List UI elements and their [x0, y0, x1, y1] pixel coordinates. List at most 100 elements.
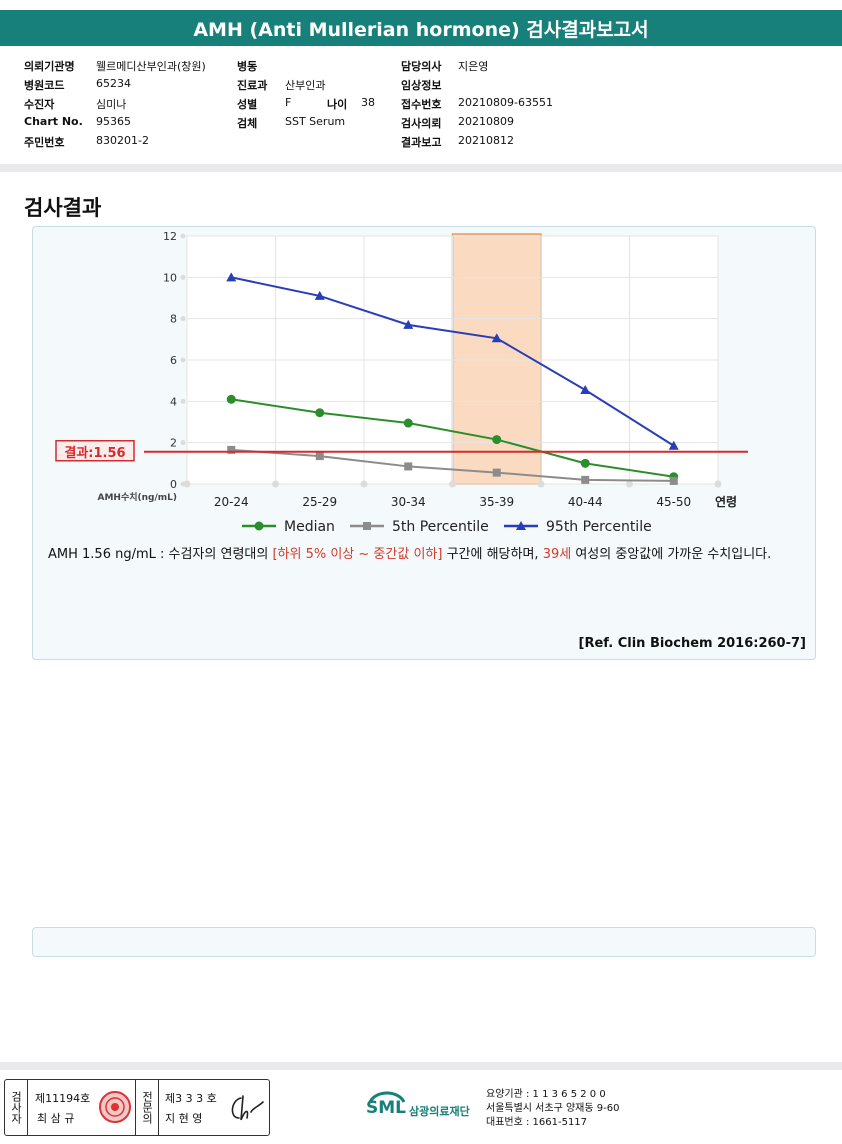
sex-label: 성별	[237, 98, 258, 111]
signature-icon	[231, 1095, 264, 1121]
y-axis-label: AMH수치(ng/mL)	[98, 491, 178, 503]
specimen-label: 검체	[237, 117, 258, 130]
x-tick-dot	[449, 480, 456, 488]
y-tick-dot	[180, 398, 186, 404]
series-point-1	[669, 476, 678, 485]
x-tick-label: 30-34	[391, 495, 426, 509]
highlight-band	[451, 233, 542, 485]
result-label-box	[55, 440, 135, 462]
empty-card	[32, 927, 816, 957]
y-tick-dot	[180, 440, 186, 446]
interpretation-part1: AMH 1.56 ng/mL : 수검자의 연령대의	[48, 547, 273, 562]
dept-label: 진료과	[237, 79, 268, 92]
seal-stamp-icon	[99, 1091, 131, 1123]
y-tick-label: 8	[170, 313, 177, 326]
report-title: AMH (Anti Mullerian hormone) 검사결과보고서	[0, 10, 842, 46]
hospital-code-label: 병원코드	[24, 79, 65, 92]
x-tick-label: 40-44	[568, 495, 603, 509]
legend-marker-2	[516, 521, 526, 530]
x-tick-dot	[183, 480, 191, 488]
doctor-label: 담당의사	[401, 60, 442, 73]
reference-citation: [Ref. Clin Biochem 2016:260-7]	[578, 636, 806, 651]
clinical-label: 임상정보	[401, 79, 442, 92]
dept-value: 산부인과	[285, 79, 326, 92]
interpretation-part2: 구간에 해당하며,	[442, 547, 543, 562]
section-title: 검사결과	[24, 196, 102, 220]
request-value: 20210809	[458, 115, 514, 128]
x-tick-dot	[714, 480, 722, 488]
age-value: 38	[361, 96, 375, 109]
series-point-2	[403, 319, 414, 329]
x-axis-suffix: 연령	[715, 494, 737, 509]
x-tick-dot	[360, 480, 368, 488]
x-tick-dot	[272, 480, 279, 488]
footer-divider	[0, 1062, 842, 1070]
y-tick-dot	[180, 357, 186, 363]
y-tick-label: 4	[170, 395, 177, 408]
reviewer-no: 제3 3 3 호	[165, 1092, 217, 1105]
examiner-label-text: 검사자	[9, 1091, 23, 1124]
ward-label: 병동	[237, 60, 258, 73]
y-tick-dot	[180, 274, 186, 280]
sex-value: F	[285, 96, 292, 109]
legend-label-2: 95th Percentile	[546, 519, 652, 535]
sml-logo-text: SML	[366, 1098, 406, 1118]
legend-marker-0	[254, 521, 264, 531]
series-point-0	[580, 458, 590, 468]
series-line-2	[231, 276, 675, 447]
y-tick-label: 2	[170, 437, 177, 450]
interpretation-age: 39세	[542, 547, 572, 562]
patient-label: 수진자	[24, 98, 55, 111]
interpretation-text: AMH 1.56 ng/mL : 수검자의 연령대의 [하위 5% 이상 ~ 중…	[48, 545, 808, 565]
age-label: 나이	[327, 98, 348, 111]
series-point-0	[226, 394, 236, 404]
reviewer-label: 전문의	[135, 1080, 159, 1135]
request-label: 검사의뢰	[401, 117, 442, 130]
receipt-label: 접수번호	[401, 98, 442, 111]
x-tick-label: 20-24	[214, 495, 249, 509]
interpretation-range: [하위 5% 이상 ~ 중간값 이하]	[272, 547, 443, 562]
series-point-1	[581, 475, 590, 484]
examiner-no: 제11194호	[35, 1092, 91, 1105]
org-phone: 대표번호 : 1661-5117	[486, 1117, 588, 1128]
series-point-2	[491, 333, 502, 343]
series-point-1	[492, 468, 501, 477]
sml-logo-icon	[368, 1091, 406, 1103]
org-name: 삼광의료재단	[409, 1105, 470, 1118]
series-point-1	[404, 462, 413, 471]
org-code: 요양기관 : 1 1 3 6 5 2 0 0	[486, 1089, 606, 1100]
org-info: 요양기관 : 1 1 3 6 5 2 0 0 서울특별시 서초구 양재동 9-6…	[486, 1088, 619, 1130]
examiner-label: 검사자	[5, 1080, 28, 1135]
institution-label: 의뢰기관명	[24, 60, 75, 73]
series-point-1	[227, 445, 236, 454]
specimen-value: SST Serum	[285, 115, 346, 128]
org-address: 서울특별시 서초구 양재동 9-60	[486, 1103, 620, 1114]
x-tick-label: 45-50	[656, 495, 691, 509]
series-point-2	[226, 272, 237, 282]
series-point-2	[314, 290, 325, 300]
chart-no-label: Chart No.	[24, 115, 83, 128]
x-tick-label: 35-39	[479, 495, 514, 509]
reviewer-name: 지 현 영	[165, 1112, 203, 1125]
legend-marker-1	[363, 522, 371, 530]
x-tick-dot	[537, 480, 545, 488]
hospital-code-value: 65234	[96, 77, 131, 90]
y-tick-dot	[180, 233, 186, 239]
reviewer-label-text: 전문의	[140, 1091, 154, 1124]
examiner-name: 최 삼 규	[37, 1112, 75, 1125]
x-tick-dot	[626, 480, 633, 488]
series-point-0	[315, 408, 325, 418]
doctor-value: 지은영	[458, 60, 489, 73]
series-point-0	[403, 418, 413, 428]
resident-no-label: 주민번호	[24, 136, 65, 149]
series-point-2	[668, 440, 679, 450]
institution-value: 웰르메디산부인과(창원)	[96, 60, 206, 73]
report-value: 20210812	[458, 134, 514, 147]
patient-value: 심미나	[96, 98, 127, 111]
series-point-0	[492, 435, 502, 445]
series-line-0	[231, 398, 674, 478]
legend-label-0: Median	[284, 519, 335, 535]
result-label: 결과:1.56	[64, 445, 125, 461]
y-tick-label: 12	[163, 230, 177, 243]
x-tick-label: 25-29	[302, 495, 337, 509]
